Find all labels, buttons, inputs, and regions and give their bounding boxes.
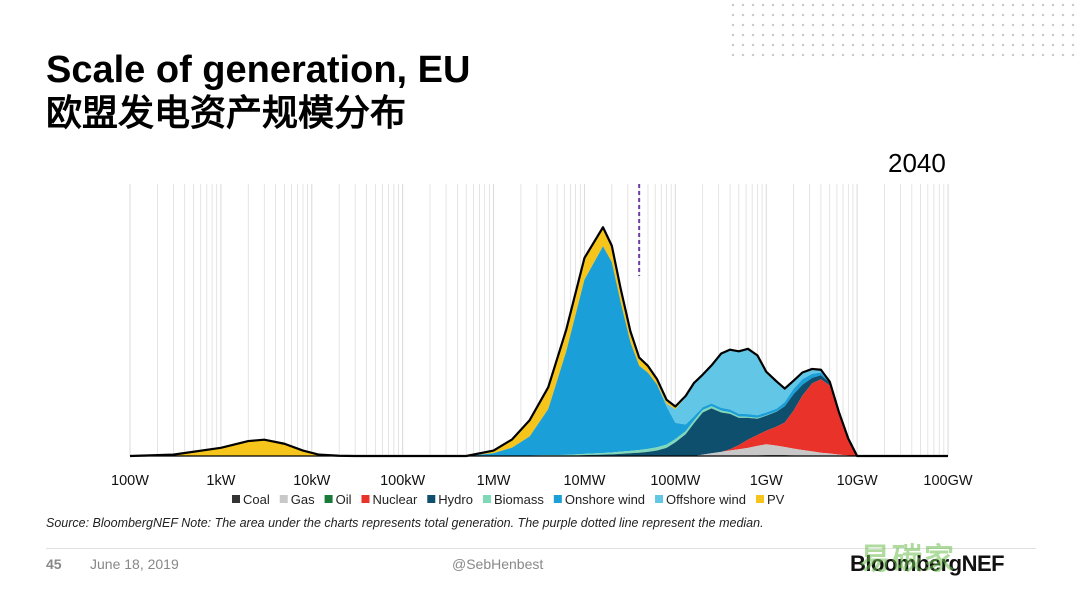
legend-label-gas: Gas <box>291 492 315 507</box>
area-offshore-wind <box>130 246 948 456</box>
decorative-dot-pattern <box>728 0 1080 62</box>
x-tick-label: 10kW <box>293 473 330 489</box>
chart-outline <box>129 226 948 458</box>
footer-date: June 18, 2019 <box>90 556 179 572</box>
chart-areas <box>130 227 948 456</box>
watermark: 易碳家 <box>860 543 956 576</box>
x-tick-label: 10MW <box>563 473 605 489</box>
footer-handle: @SebHenbest <box>452 556 544 572</box>
legend-label-biomass: Biomass <box>494 492 544 507</box>
legend-swatch-offshore-wind <box>655 495 664 503</box>
area-pv <box>130 227 948 456</box>
legend-label-onshore-wind: Onshore wind <box>565 492 645 507</box>
legend-label-oil: Oil <box>336 492 352 507</box>
x-axis-ticks: 100W 1kW 10kW 100kW 1MW 10MW 100MW 1GW 10GW 100GW <box>111 473 973 489</box>
legend-swatch-hydro <box>427 495 436 503</box>
generation-scale-chart: 100W 1kW 10kW 100kW 1MW 10MW 100MW 1GW 10GW 100GW… <box>111 184 973 507</box>
slide-title: Scale of generation, EU <box>46 49 471 91</box>
legend-swatch-pv <box>756 495 765 503</box>
legend-label-hydro: Hydro <box>438 492 473 507</box>
year-label: 2040 <box>888 148 946 178</box>
x-tick-label: 100GW <box>923 473 972 489</box>
legend-swatch-biomass <box>482 495 491 503</box>
x-tick-label: 100W <box>111 473 149 489</box>
x-tick-label: 100kW <box>380 473 425 489</box>
legend-label-nuclear: Nuclear <box>372 492 417 507</box>
source-note: Source: BloombergNEF Note: The area unde… <box>46 516 764 530</box>
area-hydro <box>130 375 948 456</box>
x-tick-label: 100MW <box>650 473 700 489</box>
legend-swatch-coal <box>232 495 240 503</box>
x-tick-label: 1GW <box>750 473 783 489</box>
legend-label-pv: PV <box>767 492 785 507</box>
slide-subtitle: 欧盟发电资产规模分布 <box>46 92 407 133</box>
company-logo: BloombergNEF <box>850 551 1005 576</box>
page-number: 45 <box>46 556 62 572</box>
legend-label-coal: Coal <box>243 492 270 507</box>
x-tick-label: 1kW <box>206 473 235 489</box>
x-tick-label: 10GW <box>837 473 878 489</box>
legend-swatch-oil <box>324 495 333 503</box>
footer-divider <box>46 548 1036 549</box>
legend-swatch-nuclear <box>361 495 370 503</box>
area-gas <box>130 444 948 456</box>
legend-label-offshore-wind: Offshore wind <box>666 492 746 507</box>
x-tick-label: 1MW <box>477 473 511 489</box>
legend-swatch-onshore-wind <box>553 495 562 503</box>
legend-swatch-gas <box>279 495 288 503</box>
chart-legend: Coal Gas Oil Nuclear Hydro Biomass Onshore win… <box>232 492 785 507</box>
